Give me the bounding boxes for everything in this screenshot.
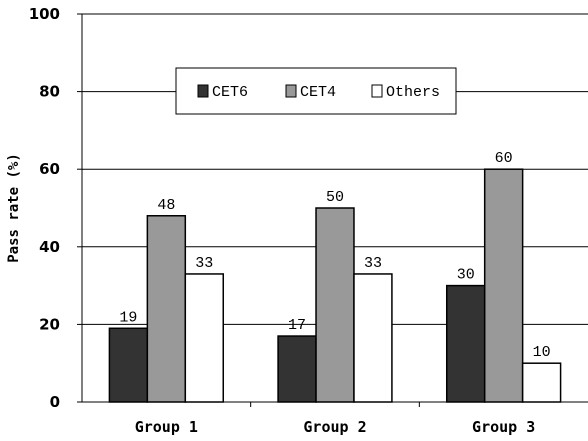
y-tick-label: 80 bbox=[39, 83, 60, 101]
bar-cet6-2 bbox=[277, 335, 317, 403]
y-tick-label: 60 bbox=[39, 160, 60, 178]
bar-cet4-3 bbox=[483, 168, 524, 403]
legend-swatch-cet6 bbox=[197, 84, 209, 98]
y-axis-title: Pass rate (%) bbox=[6, 153, 22, 263]
y-tick-label: 20 bbox=[39, 315, 60, 333]
bar-others-1 bbox=[184, 273, 225, 403]
y-tick-label: 0 bbox=[50, 393, 60, 411]
legend-swatch-cet4 bbox=[285, 84, 297, 98]
y-tick-label: 40 bbox=[39, 238, 60, 256]
x-category-label: Group 3 bbox=[472, 418, 535, 436]
bar-cet6-1 bbox=[108, 327, 149, 403]
data-label: 10 bbox=[533, 344, 551, 361]
legend-label-cet6: CET6 bbox=[212, 84, 248, 101]
bar-cet4-2 bbox=[315, 207, 355, 403]
data-label: 30 bbox=[457, 267, 475, 284]
data-label: 50 bbox=[326, 189, 344, 206]
x-category-label: Group 2 bbox=[303, 418, 366, 436]
x-category-label: Group 1 bbox=[135, 418, 198, 436]
y-tick-labels: 0 20 40 60 80 100 bbox=[29, 5, 82, 411]
category-labels: Group 1 Group 2 Group 3 bbox=[135, 402, 535, 436]
y-tick-label: 100 bbox=[29, 5, 60, 23]
legend-swatch-others bbox=[371, 84, 383, 98]
data-label: 60 bbox=[495, 150, 513, 167]
data-label: 33 bbox=[364, 255, 382, 272]
legend-label-others: Others bbox=[386, 84, 440, 101]
legend-box bbox=[175, 67, 457, 115]
data-label: 48 bbox=[157, 197, 175, 214]
legend: CET6 CET4 Others bbox=[175, 67, 457, 115]
bar-others-3 bbox=[521, 362, 562, 403]
bar-cet6-3 bbox=[445, 284, 486, 403]
legend-label-cet4: CET4 bbox=[300, 84, 336, 101]
data-label: 17 bbox=[288, 317, 306, 334]
bar-others-2 bbox=[353, 273, 393, 403]
bars bbox=[108, 168, 562, 403]
data-label: 19 bbox=[119, 309, 137, 326]
bar-cet4-1 bbox=[146, 215, 187, 403]
data-labels: 19 48 33 17 50 33 30 60 10 bbox=[119, 150, 550, 361]
data-label: 33 bbox=[195, 255, 213, 272]
